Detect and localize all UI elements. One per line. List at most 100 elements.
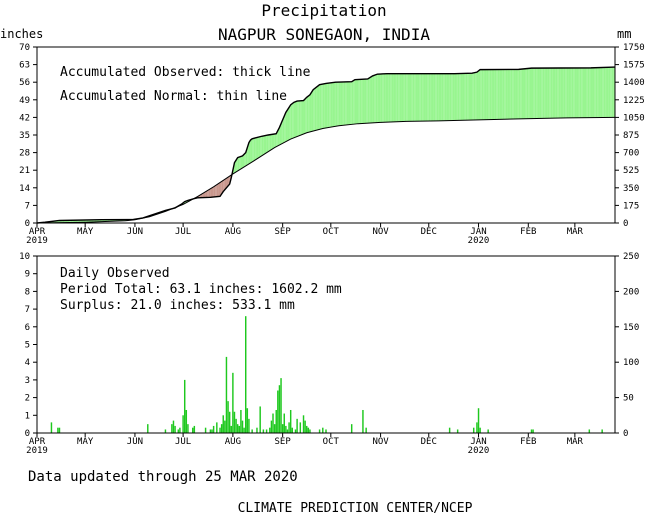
surplus-area-segment bbox=[515, 69, 518, 119]
surplus-area-segment bbox=[354, 79, 357, 125]
surplus-area-segment bbox=[473, 72, 476, 121]
daily-bar bbox=[235, 418, 237, 433]
left-tick-label: 42 bbox=[19, 113, 30, 123]
accumulated-axes: 0714212835424956637001753505257008751050… bbox=[19, 43, 645, 246]
surplus-area-segment bbox=[531, 68, 534, 119]
surplus-area-segment bbox=[610, 67, 612, 118]
surplus-area-segment bbox=[457, 73, 460, 121]
daily-bar bbox=[302, 415, 305, 433]
surplus-area-segment bbox=[606, 67, 609, 118]
surplus-area-segment bbox=[350, 81, 352, 125]
surplus-area-segment bbox=[369, 76, 371, 124]
surplus-area-segment bbox=[425, 73, 428, 122]
daily-left-tick-label: 10 bbox=[19, 252, 30, 262]
left-tick-label: 63 bbox=[19, 61, 30, 71]
surplus-area-segment bbox=[287, 107, 290, 141]
surplus-area-segment bbox=[236, 157, 238, 172]
daily-bar bbox=[50, 422, 53, 433]
surplus-area-segment bbox=[414, 73, 416, 122]
normal-line bbox=[36, 116, 616, 224]
daily-bar bbox=[174, 425, 176, 433]
surplus-area-segment bbox=[611, 67, 614, 118]
surplus-area-segment bbox=[309, 92, 312, 132]
accumulated-month-label: JAN bbox=[470, 227, 486, 237]
daily-bar bbox=[288, 422, 290, 433]
surplus-area-segment bbox=[322, 83, 325, 129]
surplus-area-segment bbox=[388, 73, 391, 123]
surplus-area-segment bbox=[563, 67, 566, 118]
surplus-area-segment bbox=[460, 73, 463, 121]
surplus-area-segment bbox=[456, 73, 458, 121]
right-tick-label: 1400 bbox=[623, 78, 645, 88]
daily-month-label: AUG bbox=[225, 437, 241, 447]
left-tick-label: 56 bbox=[19, 78, 30, 88]
daily-bar bbox=[286, 429, 289, 433]
surplus-area-segment bbox=[552, 68, 554, 119]
surplus-area-segment bbox=[517, 69, 519, 119]
surplus-area-segment bbox=[521, 68, 524, 119]
surplus-area-segment bbox=[518, 69, 521, 119]
daily-right-tick-label: 200 bbox=[623, 287, 639, 297]
daily-left-tick-label: 0 bbox=[25, 429, 30, 439]
surplus-area-segment bbox=[252, 138, 254, 162]
surplus-area-segment bbox=[327, 83, 330, 128]
surplus-area-segment bbox=[544, 68, 546, 119]
surplus-area-segment bbox=[451, 73, 453, 121]
surplus-area-segment bbox=[316, 85, 318, 131]
daily-bar bbox=[476, 422, 478, 433]
accumulated-year-label: 2019 bbox=[26, 236, 48, 246]
deficit-area-segment bbox=[215, 184, 217, 197]
surplus-area-segment bbox=[438, 73, 440, 121]
surplus-area-segment bbox=[433, 73, 436, 121]
surplus-area-segment bbox=[314, 87, 317, 131]
accumulated-panel: inches mm 071421283542495663700175350525… bbox=[0, 27, 645, 246]
surplus-area-segment bbox=[464, 73, 466, 121]
surplus-area-segment bbox=[353, 79, 355, 125]
surplus-area-segment bbox=[404, 73, 407, 122]
daily-left-tick-label: 9 bbox=[25, 270, 30, 280]
surplus-area-segment bbox=[250, 138, 253, 163]
observed-line bbox=[36, 66, 616, 224]
surplus-area-segment bbox=[562, 67, 564, 118]
surplus-area-segment bbox=[529, 68, 532, 119]
surplus-area-segment bbox=[242, 154, 245, 168]
surplus-area-segment bbox=[586, 67, 588, 118]
surplus-area-segment bbox=[497, 69, 500, 120]
surplus-area-segment bbox=[279, 123, 282, 146]
surplus-area-segment bbox=[340, 82, 343, 126]
surplus-area-segment bbox=[422, 73, 424, 122]
daily-bar bbox=[248, 418, 250, 433]
surplus-area-segment bbox=[263, 135, 265, 155]
daily-bar bbox=[362, 409, 364, 433]
surplus-area-segment bbox=[240, 155, 243, 169]
surplus-area-segment bbox=[403, 73, 405, 122]
surplus-area-segment bbox=[406, 73, 408, 122]
surplus-area-segment bbox=[582, 67, 585, 118]
surplus-area-segment bbox=[526, 68, 529, 119]
surplus-area-segment bbox=[260, 136, 262, 157]
surplus-area-segment bbox=[274, 133, 277, 148]
daily-bar bbox=[299, 422, 302, 433]
surplus-area-segment bbox=[407, 73, 410, 122]
daily-legend-title: Daily Observed bbox=[60, 266, 170, 281]
daily-bar bbox=[477, 408, 480, 433]
daily-bar bbox=[240, 409, 242, 433]
daily-year-label: 2020 bbox=[468, 446, 490, 456]
surplus-area-segment bbox=[293, 101, 296, 138]
surplus-area-segment bbox=[393, 73, 396, 122]
deficit-area-segment bbox=[226, 177, 229, 188]
daily-bar bbox=[280, 378, 282, 433]
daily-bar bbox=[283, 413, 285, 433]
daily-bar bbox=[245, 316, 247, 433]
daily-right-tick-label: 100 bbox=[623, 358, 639, 368]
accumulated-month-label: JUL bbox=[175, 227, 191, 237]
daily-bar bbox=[318, 429, 321, 433]
surplus-area-segment bbox=[256, 137, 259, 159]
surplus-area-segment bbox=[289, 104, 291, 140]
daily-bar bbox=[230, 425, 232, 433]
daily-bar bbox=[172, 420, 175, 433]
surplus-area-segment bbox=[444, 73, 447, 121]
surplus-area-segment bbox=[338, 82, 341, 126]
surplus-area-segment bbox=[367, 77, 370, 124]
surplus-area-segment bbox=[439, 73, 442, 121]
